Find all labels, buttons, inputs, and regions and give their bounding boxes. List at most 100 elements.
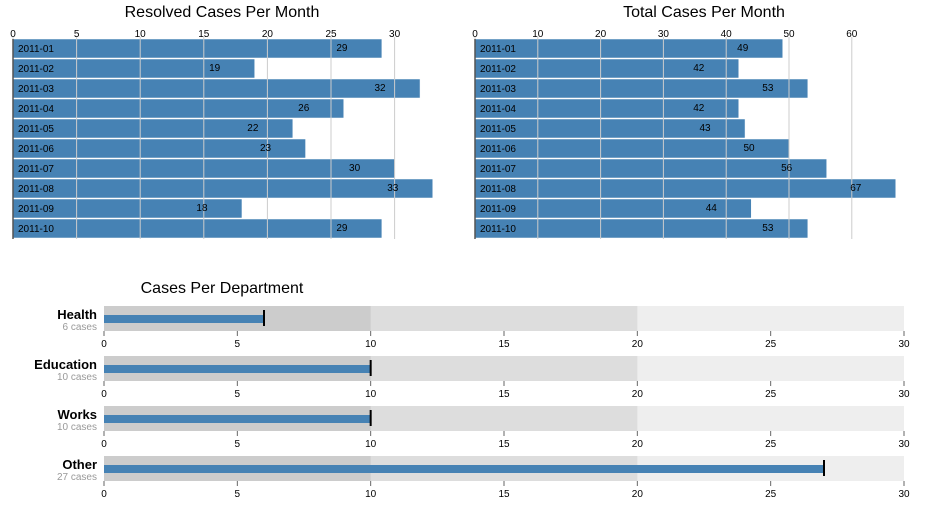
tick-label: 25	[765, 389, 777, 400]
value-label: 56	[781, 163, 793, 174]
category-label: 2011-10	[480, 224, 516, 235]
category-label: 2011-05	[480, 124, 516, 135]
category-label: 2011-03	[18, 84, 54, 95]
x-tick-label: 0	[472, 29, 478, 40]
category-label: 2011-06	[480, 144, 516, 155]
bullet-subtitle: 27 cases	[57, 472, 97, 483]
category-label: 2011-03	[480, 84, 516, 95]
x-tick-label: 0	[10, 29, 16, 40]
x-tick-label: 5	[74, 29, 80, 40]
tick-label: 0	[101, 489, 107, 500]
category-label: 2011-05	[18, 124, 54, 135]
value-label: 53	[762, 83, 774, 94]
bullet-title: Education	[34, 357, 97, 372]
measure-bar	[104, 315, 264, 323]
tick-label: 25	[765, 339, 777, 350]
value-label: 22	[247, 123, 259, 134]
x-tick-label: 40	[721, 29, 733, 40]
category-label: 2011-04	[480, 104, 516, 115]
bar	[12, 218, 383, 239]
tick-label: 10	[365, 339, 377, 350]
tick-label: 5	[235, 339, 241, 350]
value-label: 49	[737, 43, 749, 54]
category-label: 2011-08	[18, 184, 54, 195]
tick-label: 5	[235, 489, 241, 500]
tick-label: 0	[101, 439, 107, 450]
bullet-subtitle: 6 cases	[63, 322, 97, 333]
category-label: 2011-07	[480, 164, 516, 175]
value-label: 19	[209, 63, 221, 74]
category-label: 2011-09	[480, 204, 516, 215]
tick-label: 20	[632, 339, 644, 350]
x-tick-label: 30	[389, 29, 401, 40]
x-tick-label: 25	[325, 29, 337, 40]
tick-label: 30	[898, 489, 910, 500]
bar	[474, 78, 809, 99]
x-tick-label: 30	[658, 29, 670, 40]
tick-label: 15	[498, 489, 510, 500]
tick-label: 25	[765, 489, 777, 500]
x-tick-label: 10	[532, 29, 544, 40]
bar	[12, 178, 434, 199]
tick-label: 15	[498, 389, 510, 400]
tick-label: 15	[498, 339, 510, 350]
tick-label: 20	[632, 439, 644, 450]
value-label: 67	[850, 183, 862, 194]
value-label: 43	[699, 123, 711, 134]
tick-label: 30	[898, 439, 910, 450]
tick-label: 30	[898, 389, 910, 400]
tick-label: 20	[632, 489, 644, 500]
tick-label: 30	[898, 339, 910, 350]
bar	[474, 138, 790, 159]
value-label: 33	[387, 183, 399, 194]
bar	[12, 98, 344, 119]
tick-label: 5	[235, 389, 241, 400]
value-label: 29	[336, 223, 348, 234]
measure-bar	[104, 415, 371, 423]
value-label: 26	[298, 103, 310, 114]
bar	[474, 158, 827, 179]
value-label: 18	[196, 203, 208, 214]
bar	[12, 38, 383, 59]
bullet-subtitle: 10 cases	[57, 422, 97, 433]
value-label: 23	[260, 143, 272, 154]
measure-bar	[104, 365, 371, 373]
x-tick-label: 10	[135, 29, 147, 40]
value-label: 29	[336, 43, 348, 54]
tick-label: 10	[365, 439, 377, 450]
x-tick-label: 50	[783, 29, 795, 40]
category-label: 2011-07	[18, 164, 54, 175]
value-label: 42	[693, 103, 705, 114]
bullet-title: Works	[58, 407, 98, 422]
value-label: 30	[349, 163, 361, 174]
value-label: 50	[743, 143, 755, 154]
tick-label: 0	[101, 389, 107, 400]
category-label: 2011-01	[18, 44, 54, 55]
x-tick-label: 20	[262, 29, 274, 40]
measure-bar	[104, 465, 824, 473]
bullet-title: Other	[62, 457, 97, 472]
tick-label: 10	[365, 489, 377, 500]
bar-chart-1: Resolved Cases Per Month 0 5 10 15 20 25 30 2011…	[10, 4, 434, 239]
chart-title: Resolved Cases Per Month	[125, 4, 320, 21]
tick-label: 20	[632, 389, 644, 400]
tick-label: 5	[235, 439, 241, 450]
x-tick-label: 60	[846, 29, 858, 40]
category-label: 2011-08	[480, 184, 516, 195]
chart-title: Cases Per Department	[141, 280, 304, 297]
bar	[12, 78, 421, 99]
tick-label: 10	[365, 389, 377, 400]
category-label: 2011-09	[18, 204, 54, 215]
bullet-title: Health	[57, 307, 97, 322]
tick-label: 15	[498, 439, 510, 450]
category-label: 2011-06	[18, 144, 54, 155]
x-tick-label: 20	[595, 29, 607, 40]
chart-title: Total Cases Per Month	[623, 4, 785, 21]
bar-chart-2: Total Cases Per Month 0 10 20 30 40 50 60 2011-0…	[472, 4, 897, 239]
